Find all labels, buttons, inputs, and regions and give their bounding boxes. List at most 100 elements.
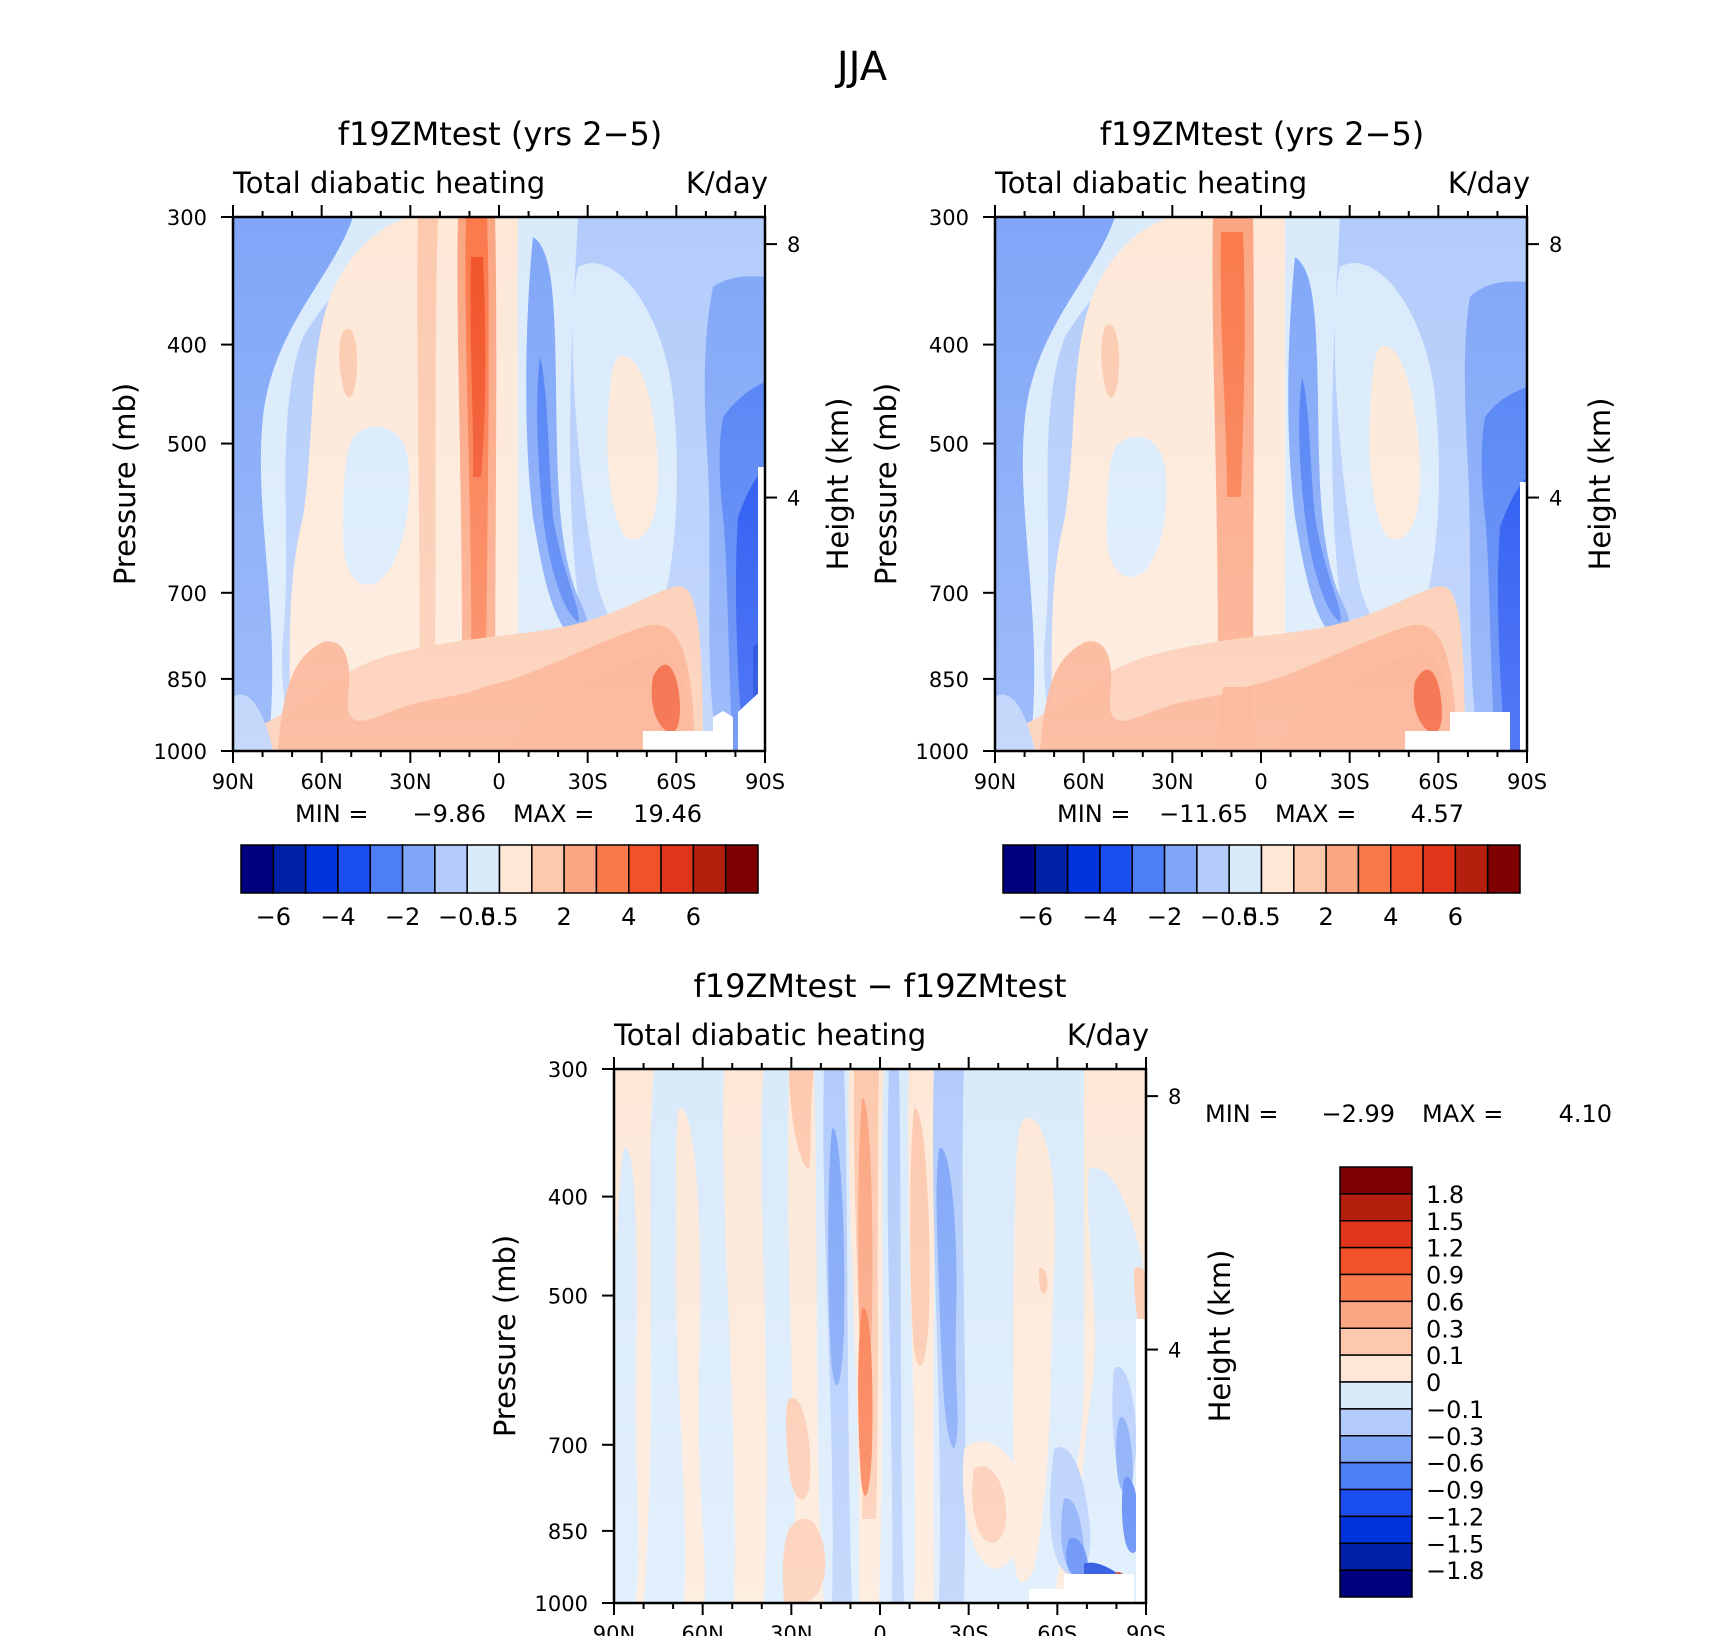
colorbar-label: 0: [1426, 1369, 1441, 1397]
colorbar-box: [434, 844, 468, 894]
colorbar-label: 4: [1383, 903, 1398, 931]
colorbar-box: [1339, 1327, 1413, 1356]
colorbar-label: −1.2: [1426, 1503, 1484, 1531]
x-tick-label: 90N: [212, 770, 254, 794]
colorbar-box: [660, 844, 695, 894]
panel-3-right-axis: 84: [1146, 1085, 1181, 1363]
panel-2-y-axis: 300 400 500 700 850 1000: [916, 206, 995, 764]
colorbar-box: [1228, 844, 1263, 894]
colorbar-label: −0.5: [1200, 903, 1258, 931]
colorbar-box: [1163, 844, 1198, 894]
x-tick-label: 60S: [1037, 1622, 1077, 1636]
right-tick-label: 4: [787, 487, 800, 511]
colorbar-box: [1339, 1569, 1413, 1598]
x-tick-label: 30N: [389, 770, 431, 794]
right-tick-label: 8: [1549, 233, 1562, 257]
colorbar-label: −1.8: [1426, 1557, 1484, 1585]
panel-3-subtitle-right: K/day: [1067, 1018, 1149, 1052]
right-tick-label: 8: [1168, 1085, 1181, 1109]
figure-title: JJA: [834, 44, 888, 90]
colorbar-label: 4: [621, 903, 636, 931]
panel-1-field: [233, 217, 765, 751]
panel-3-min-label: MIN =: [1205, 1100, 1278, 1128]
panel-3-y-axis: 300 400 500 700 850 1000: [535, 1058, 614, 1616]
right-tick-label: 4: [1549, 487, 1562, 511]
y-tick-label: 300: [167, 206, 207, 230]
colorbar-box: [1339, 1246, 1413, 1276]
colorbar-label: −0.9: [1426, 1477, 1484, 1505]
panel-1-title: f19ZMtest (yrs 2−5): [338, 115, 663, 153]
colorbar-label: −1.5: [1426, 1530, 1484, 1558]
panel-2-ylabel: Pressure (mb): [869, 383, 903, 585]
panel-3-title: f19ZMtest − f19ZMtest: [693, 967, 1066, 1005]
colorbar-box: [401, 844, 436, 894]
panel-1-y-axis: 300 400 500 700 850 1000: [154, 206, 233, 764]
panel-1-subtitle-left: Total diabatic heating: [232, 166, 545, 200]
y-tick-label: 500: [167, 433, 207, 457]
colorbar-box: [1390, 844, 1424, 894]
panel-2-colorbar: −6 −4 −2 −0.50.5 2 4 6: [1002, 844, 1521, 931]
panel-3-min-value: −2.99: [1321, 1100, 1395, 1128]
x-tick-label: 0: [1254, 770, 1267, 794]
colorbar-box: [240, 844, 275, 894]
y-tick-label: 300: [548, 1058, 588, 1082]
y-tick-label: 850: [929, 668, 969, 692]
panel-1-max-value: 19.46: [633, 800, 702, 828]
x-tick-label: 60N: [681, 1622, 723, 1636]
colorbar-label: 0.1: [1426, 1342, 1464, 1370]
y-tick-label: 500: [548, 1285, 588, 1309]
panel-3: f19ZMtest − f19ZMtest Total diabatic hea…: [488, 967, 1612, 1636]
x-tick-label: 90N: [974, 770, 1016, 794]
colorbar-box: [466, 844, 501, 894]
panel-1-min-label: MIN =: [295, 800, 368, 828]
panel-2-min-value: −11.65: [1159, 800, 1248, 828]
x-tick-label: 90S: [745, 770, 785, 794]
y-tick-label: 850: [167, 668, 207, 692]
colorbar-box: [1339, 1515, 1413, 1544]
colorbar-box: [1002, 844, 1037, 894]
x-tick-label: 30N: [770, 1622, 812, 1636]
colorbar-box: [1293, 844, 1327, 894]
colorbar-box: [1339, 1461, 1413, 1491]
colorbar-box: [1339, 1435, 1413, 1464]
x-tick-label: 30S: [568, 770, 608, 794]
panel-2-max-value: 4.57: [1411, 800, 1464, 828]
panel-1-min-value: −9.86: [412, 800, 486, 828]
colorbar-box: [724, 844, 759, 894]
x-tick-label: 0: [492, 770, 505, 794]
panel-3-max-value: 4.10: [1559, 1100, 1612, 1128]
colorbar-label: 1.2: [1426, 1235, 1464, 1263]
x-tick-label: 60N: [1062, 770, 1104, 794]
colorbar-label: −4: [1082, 903, 1117, 931]
colorbar-box: [1339, 1408, 1413, 1437]
colorbar-label: −2: [1147, 903, 1182, 931]
colorbar-label: −4: [320, 903, 355, 931]
panel-1-subtitle-right: K/day: [686, 166, 768, 200]
colorbar-box: [1131, 844, 1166, 894]
y-tick-label: 1000: [535, 1592, 588, 1616]
y-tick-label: 500: [929, 433, 969, 457]
panel-3-subtitle-left: Total diabatic heating: [613, 1018, 926, 1052]
colorbar-label: −0.1: [1426, 1396, 1484, 1424]
x-tick-label: 30S: [1330, 770, 1370, 794]
y-tick-label: 400: [167, 334, 207, 358]
colorbar-box: [498, 844, 533, 894]
x-tick-label: 60S: [1418, 770, 1458, 794]
panel-1-max-label: MAX =: [513, 800, 594, 828]
panel-3-ylabel: Pressure (mb): [488, 1235, 522, 1437]
right-tick-label: 8: [787, 233, 800, 257]
panel-2-max-label: MAX =: [1275, 800, 1356, 828]
panel-3-field: [614, 1069, 1146, 1603]
colorbar-box: [1099, 844, 1133, 894]
colorbar-box: [1034, 844, 1069, 894]
colorbar-label: −0.6: [1426, 1450, 1484, 1478]
colorbar-label: 0.5: [480, 903, 518, 931]
colorbar-label: −0.3: [1426, 1423, 1484, 1451]
colorbar-box: [369, 844, 404, 894]
panel-1: f19ZMtest (yrs 2−5) Total diabatic heati…: [108, 115, 855, 931]
colorbar-box: [1339, 1488, 1413, 1518]
colorbar-box: [1339, 1542, 1413, 1571]
colorbar-box: [1339, 1381, 1413, 1410]
colorbar-box: [1339, 1300, 1413, 1329]
